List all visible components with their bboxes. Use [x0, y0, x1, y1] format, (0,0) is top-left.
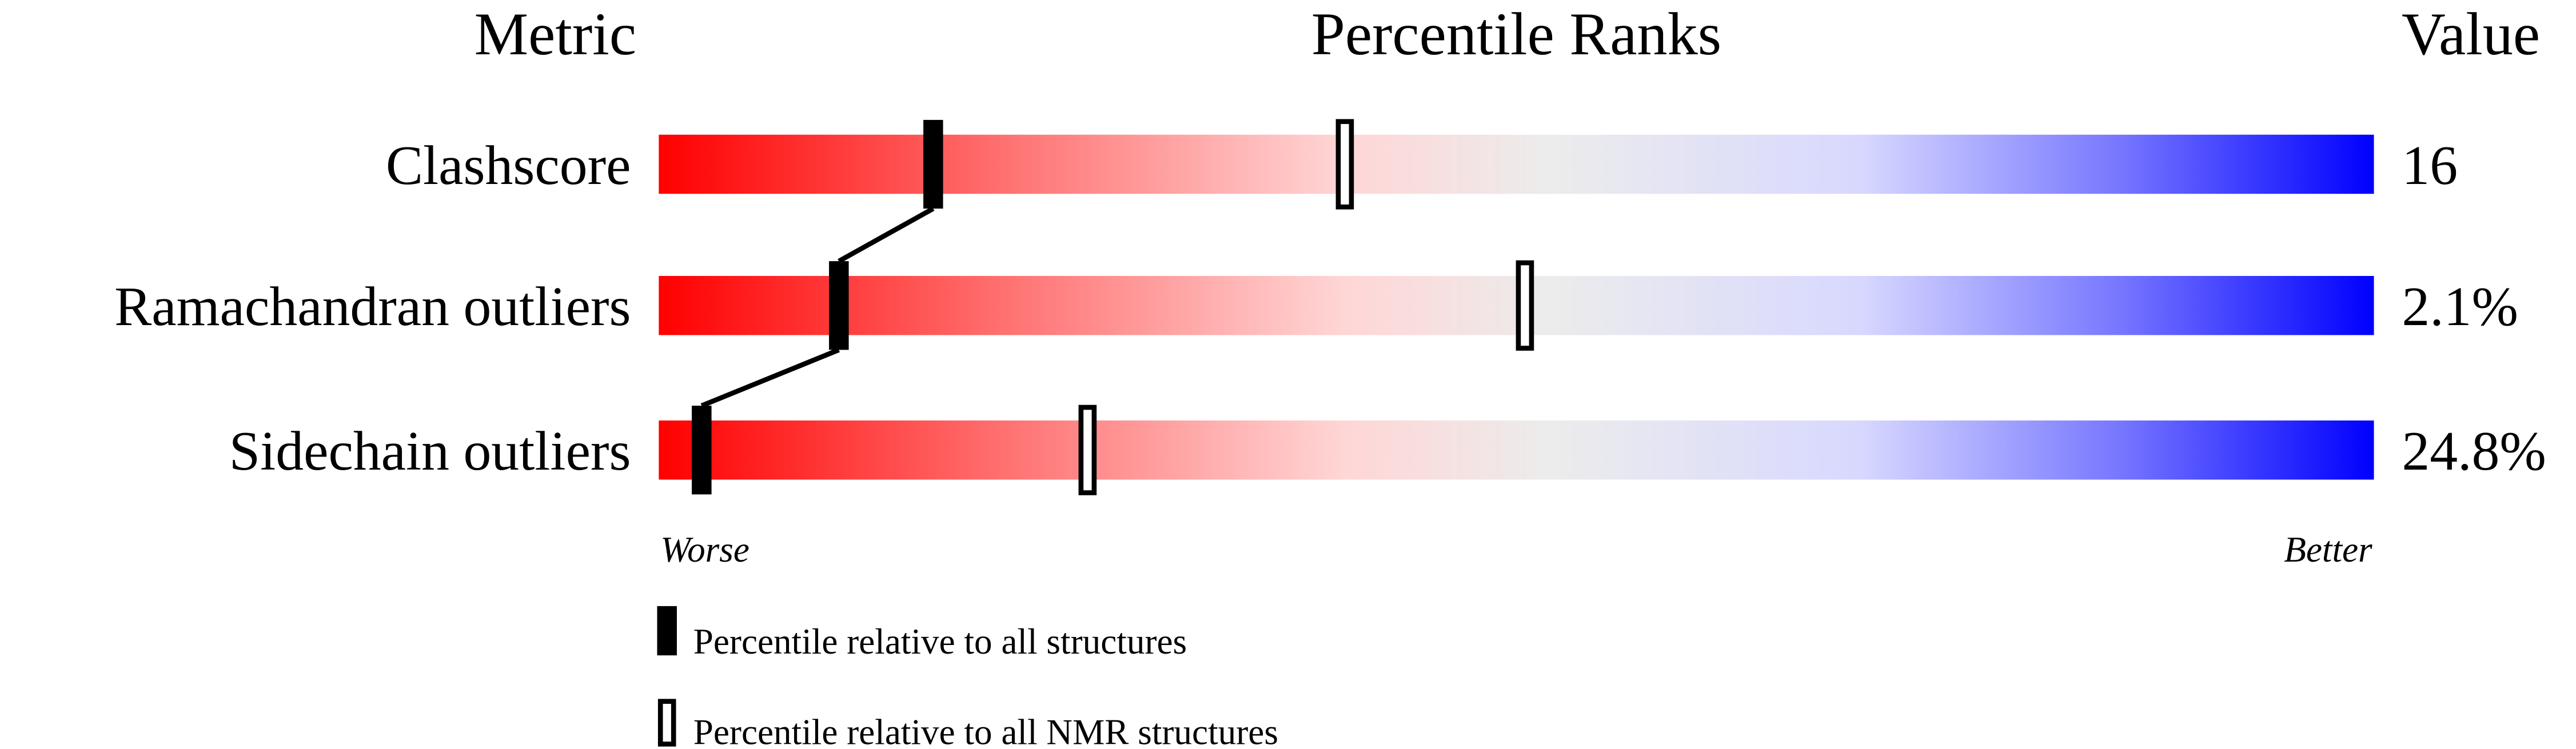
all-percentile-marker: [829, 261, 849, 350]
connector-line: [700, 347, 840, 408]
metric-value: 24.8%: [2402, 420, 2546, 482]
metric-value: 2.1%: [2402, 276, 2518, 338]
percentile-bar: [659, 420, 2374, 480]
legend-open-marker-icon: [657, 699, 676, 747]
metric-value: 16: [2402, 135, 2458, 197]
nmr-percentile-marker: [1335, 119, 1354, 210]
nmr-percentile-marker: [1078, 404, 1097, 495]
percentile-bar: [659, 134, 2374, 194]
header-value: Value: [2402, 1, 2540, 68]
legend-nmr-structures: Percentile relative to all NMR structure…: [693, 712, 1278, 749]
connector-line: [838, 206, 935, 263]
metric-label: Sidechain outliers: [229, 420, 631, 482]
axis-worse-label: Worse: [660, 530, 749, 570]
legend-all-structures: Percentile relative to all structures: [693, 622, 1187, 662]
legend-filled-marker-icon: [657, 606, 677, 656]
metric-label: Clashscore: [386, 135, 631, 197]
header-metric: Metric: [474, 1, 636, 68]
header-percentile-ranks: Percentile Ranks: [1311, 1, 1721, 68]
axis-better-label: Better: [2284, 530, 2372, 570]
all-percentile-marker: [923, 119, 943, 209]
metric-label: Ramachandran outliers: [114, 276, 631, 338]
nmr-percentile-marker: [1516, 260, 1534, 351]
all-percentile-marker: [692, 406, 712, 495]
